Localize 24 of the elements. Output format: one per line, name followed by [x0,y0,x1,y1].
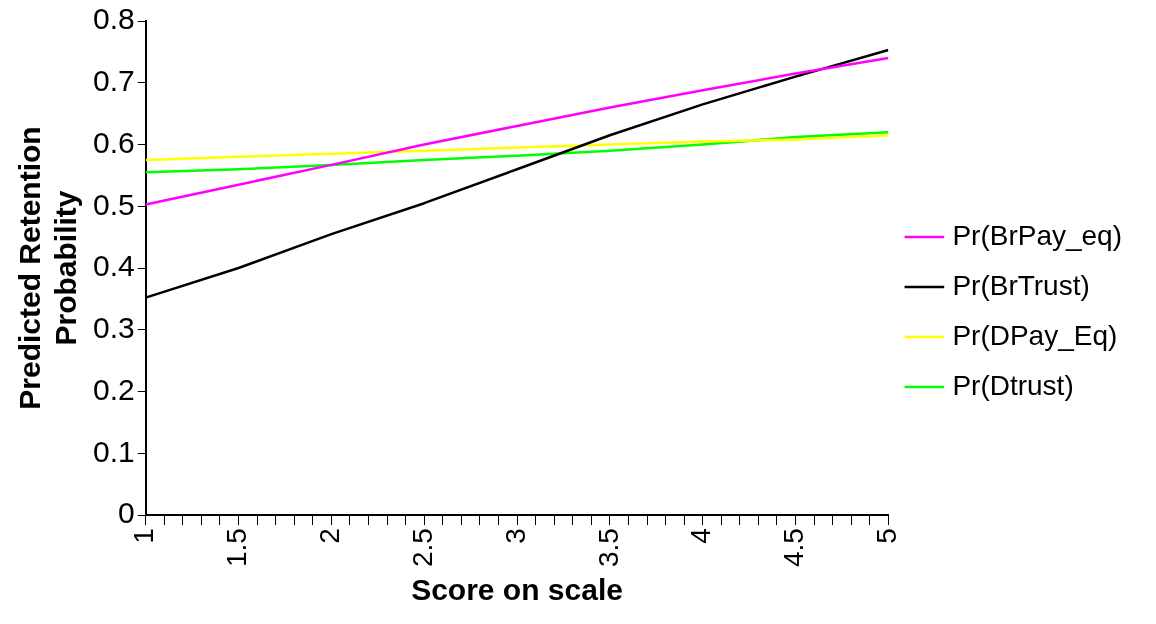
x-tick-label: 5 [871,528,903,544]
y-tick-label: 0.8 [92,2,135,36]
legend-label: Pr(DPay_Eq) [952,319,1118,351]
y-tick-label: 0.6 [92,125,135,159]
y-tick-label: 0.2 [92,372,135,406]
legend-label: Pr(BrPay_eq) [952,219,1123,251]
x-tick-label: 2 [314,528,346,544]
x-tick-label: 4.5 [778,528,810,568]
x-axis-title: Score on scale [411,573,623,607]
y-tick-label: 0.4 [92,249,135,283]
x-tick-label: 3 [499,528,531,544]
y-tick-label: 0.1 [92,434,135,468]
x-tick-label: 1 [128,528,160,544]
y-tick-label: 0.5 [92,187,135,221]
x-tick-label: 2.5 [406,528,438,568]
y-tick-label: 0 [118,496,135,530]
y-axis-title: Predicted Retention Probability [13,126,83,410]
y-tick-label: 0.3 [92,311,135,345]
x-tick-label: 3.5 [592,528,624,568]
legend-label: Pr(Dtrust) [952,369,1074,401]
x-tick-label: 4 [685,528,717,544]
y-tick-label: 0.7 [92,64,135,98]
legend-label: Pr(BrTrust) [952,269,1090,301]
x-tick-label: 1.5 [221,528,253,568]
